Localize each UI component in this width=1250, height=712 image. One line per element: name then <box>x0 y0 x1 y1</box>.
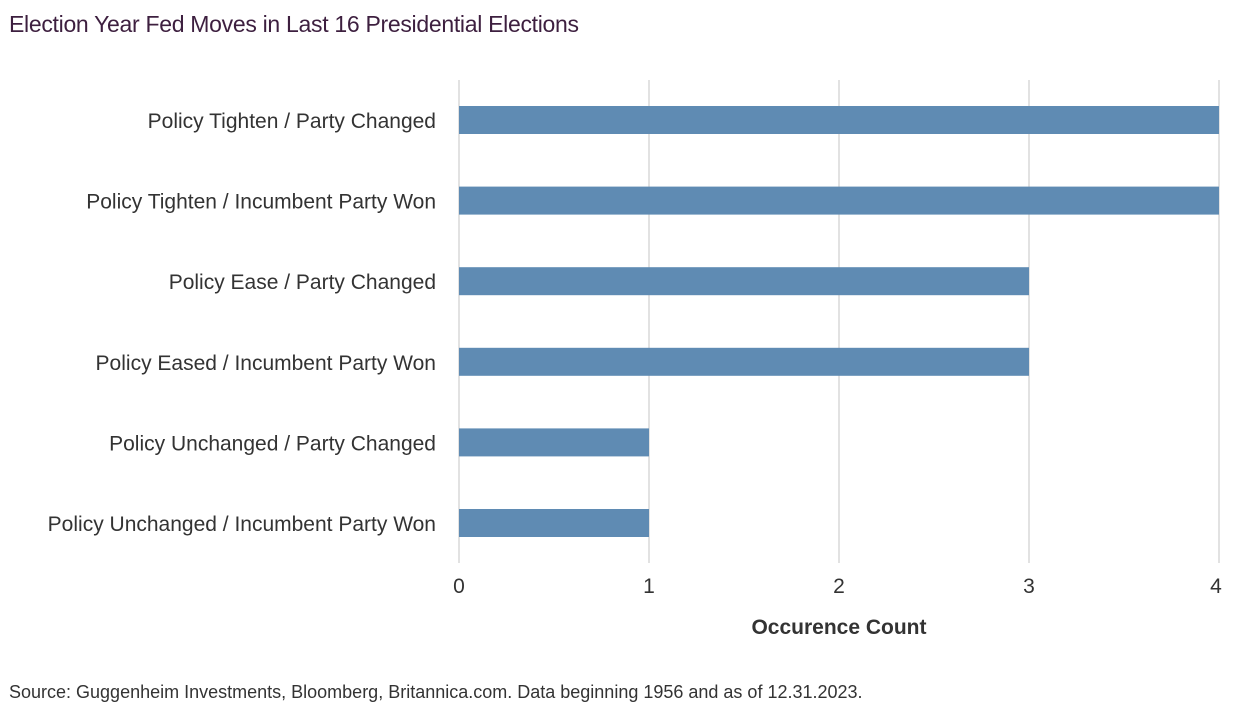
x-axis-label: Occurence Count <box>751 616 926 639</box>
chart-title: Election Year Fed Moves in Last 16 Presi… <box>9 11 579 37</box>
bar <box>459 106 1219 134</box>
x-tick-label: 2 <box>833 575 845 598</box>
category-label: Policy Eased / Incumbent Party Won <box>96 352 436 375</box>
category-label: Policy Ease / Party Changed <box>169 271 436 294</box>
x-tick-label: 1 <box>643 575 655 598</box>
source-note: Source: Guggenheim Investments, Bloomber… <box>9 682 863 702</box>
x-tick-labels: 0 1 2 3 4 <box>453 575 1222 598</box>
category-label: Policy Unchanged / Party Changed <box>109 432 436 455</box>
bars <box>459 106 1219 537</box>
category-label: Policy Tighten / Party Changed <box>148 110 436 133</box>
x-tick-label: 0 <box>453 575 465 598</box>
category-label: Policy Unchanged / Incumbent Party Won <box>48 513 436 536</box>
gridlines <box>458 80 1220 563</box>
x-tick-label: 3 <box>1023 575 1035 598</box>
bar <box>459 186 1219 215</box>
bar <box>459 267 1029 296</box>
bar <box>459 428 649 457</box>
category-labels: Policy Tighten / Party Changed Policy Tig… <box>48 110 436 536</box>
category-label: Policy Tighten / Incumbent Party Won <box>86 191 436 214</box>
x-tick-label: 4 <box>1210 575 1222 598</box>
bar <box>459 347 1029 376</box>
bar <box>459 509 649 537</box>
